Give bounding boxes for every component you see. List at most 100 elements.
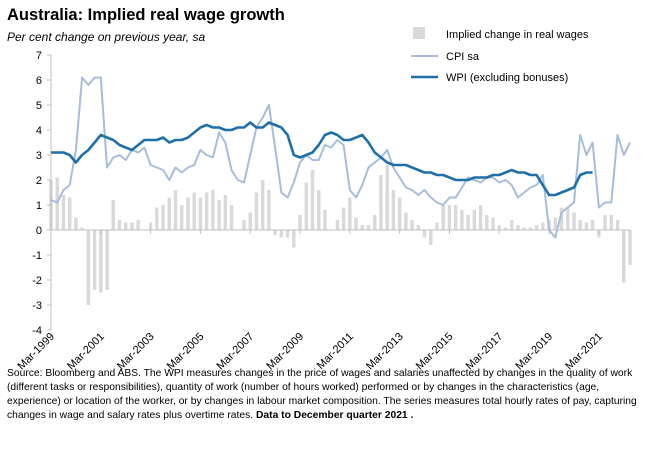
real-wage-bar	[453, 205, 458, 230]
real-wage-bar	[217, 200, 221, 230]
x-tick-label: Mar-2007	[215, 331, 257, 370]
real-wage-bar	[298, 215, 302, 230]
real-wage-bar	[534, 225, 539, 230]
real-wage-bar	[204, 192, 209, 230]
real-wage-bar	[404, 212, 408, 230]
real-wage-bar	[516, 225, 520, 230]
real-wage-bar	[130, 222, 134, 230]
real-wage-bar	[292, 230, 296, 248]
x-axis-labels: Mar-1999 Mar-2001 Mar-2003 Mar-2005 Mar-2007…	[15, 331, 605, 370]
real-wage-bar	[223, 195, 228, 230]
x-tick-label: Mar-2003	[115, 331, 157, 370]
real-wage-bar	[61, 195, 66, 230]
legend: Implied change in real wages CPI sa WPI (e…	[408, 22, 615, 89]
real-wage-bar	[74, 217, 78, 230]
real-wage-bar	[391, 190, 396, 230]
real-wage-bar	[360, 225, 365, 230]
real-wage-bar	[211, 190, 215, 230]
real-wage-bar	[99, 230, 103, 293]
real-wage-bar	[566, 207, 570, 230]
real-wage-bar	[485, 215, 489, 230]
real-wage-bar	[385, 165, 389, 230]
real-wage-bar	[572, 212, 576, 230]
real-wage-bar	[341, 207, 346, 230]
real-wage-bar	[242, 220, 246, 230]
y-tick-label: 1	[36, 200, 42, 212]
real-wage-bar	[553, 217, 558, 230]
real-wage-bar	[123, 222, 128, 230]
real-wage-bar	[466, 215, 470, 230]
real-wage-bar	[397, 197, 402, 230]
real-wage-bar	[136, 220, 140, 230]
real-wage-bar	[260, 180, 265, 230]
line-series	[50, 76, 631, 239]
legend-box	[408, 22, 615, 89]
real-wage-bar	[267, 190, 271, 230]
real-wage-bar	[609, 215, 614, 230]
real-wage-bar	[67, 197, 72, 230]
real-wage-bar	[628, 230, 632, 265]
x-tick-label: Mar-2011	[315, 331, 356, 370]
real-wage-bar	[509, 220, 514, 230]
real-wage-bar	[416, 225, 421, 230]
real-wage-bar	[279, 230, 284, 238]
real-wage-bar	[316, 190, 321, 230]
legend-label: WPI (excluding bonuses)	[446, 72, 568, 84]
source-text: Source: Bloomberg and ABS. The WPI measu…	[7, 368, 637, 421]
chart: -4 -3 -2 -1 0 1 2 3 4 5 6 7 Mar-1999 Mar-2001 Mar-200…	[15, 22, 632, 370]
y-tick-label: 4	[36, 125, 42, 137]
real-wage-bar	[198, 197, 203, 230]
real-wage-bar	[559, 207, 564, 230]
real-wage-bar	[578, 220, 582, 230]
y-tick-label: 0	[36, 225, 42, 237]
chart-title: Australia: Implied real wage growth	[7, 6, 285, 24]
real-wage-bar	[528, 227, 533, 230]
x-tick-label: Mar-2015	[414, 331, 456, 370]
y-tick-label: -3	[32, 300, 42, 312]
y-tick-label: 5	[36, 100, 42, 112]
real-wage-bar	[491, 217, 495, 230]
y-tick-label: 2	[36, 175, 42, 187]
real-wage-bar	[161, 205, 165, 230]
real-wage-bar	[254, 192, 259, 230]
real-wage-bar	[584, 222, 589, 230]
x-tick-label: Mar-2013	[364, 331, 406, 370]
real-wage-bar	[248, 212, 252, 230]
real-wage-bar	[590, 220, 595, 230]
real-wage-bar	[366, 225, 371, 230]
real-wage-bar	[80, 227, 84, 230]
real-wage-bar	[304, 182, 308, 230]
legend-label: CPI sa	[446, 51, 480, 63]
real-wage-bar	[410, 220, 414, 230]
real-wage-bar	[422, 230, 427, 238]
real-wage-bar	[155, 207, 159, 230]
real-wage-bar	[285, 230, 290, 238]
real-wage-bar	[541, 222, 545, 230]
real-wage-bar	[117, 220, 122, 230]
y-tick-label: -1	[32, 250, 42, 262]
bar-series-real-wages	[49, 165, 632, 305]
real-wage-bar	[173, 190, 178, 230]
wpi-line	[51, 121, 593, 197]
real-wage-bar	[429, 230, 433, 245]
real-wage-bar	[229, 205, 234, 230]
cpi-line	[50, 76, 631, 239]
real-wage-bar	[478, 205, 483, 230]
real-wage-bar	[441, 205, 445, 230]
real-wage-bar	[192, 192, 196, 230]
x-tick-label: Mar-2005	[165, 331, 207, 370]
real-wage-bar	[460, 210, 464, 230]
real-wage-bar	[167, 197, 172, 230]
x-tick-label: Mar-2009	[264, 331, 306, 370]
real-wage-bar	[615, 220, 620, 230]
real-wage-bar	[180, 205, 184, 230]
real-wage-bar	[522, 227, 526, 230]
real-wage-bar	[603, 215, 607, 230]
real-wage-bar	[447, 205, 452, 230]
x-tick-label: Mar-2021	[563, 331, 605, 370]
x-tick-label: Mar-2017	[464, 331, 506, 370]
real-wage-bar	[310, 170, 315, 230]
legend-label: Implied change in real wages	[446, 29, 589, 41]
real-wage-bar	[335, 220, 340, 230]
source-data-note: Data to December quarter 2021 .	[256, 410, 414, 421]
